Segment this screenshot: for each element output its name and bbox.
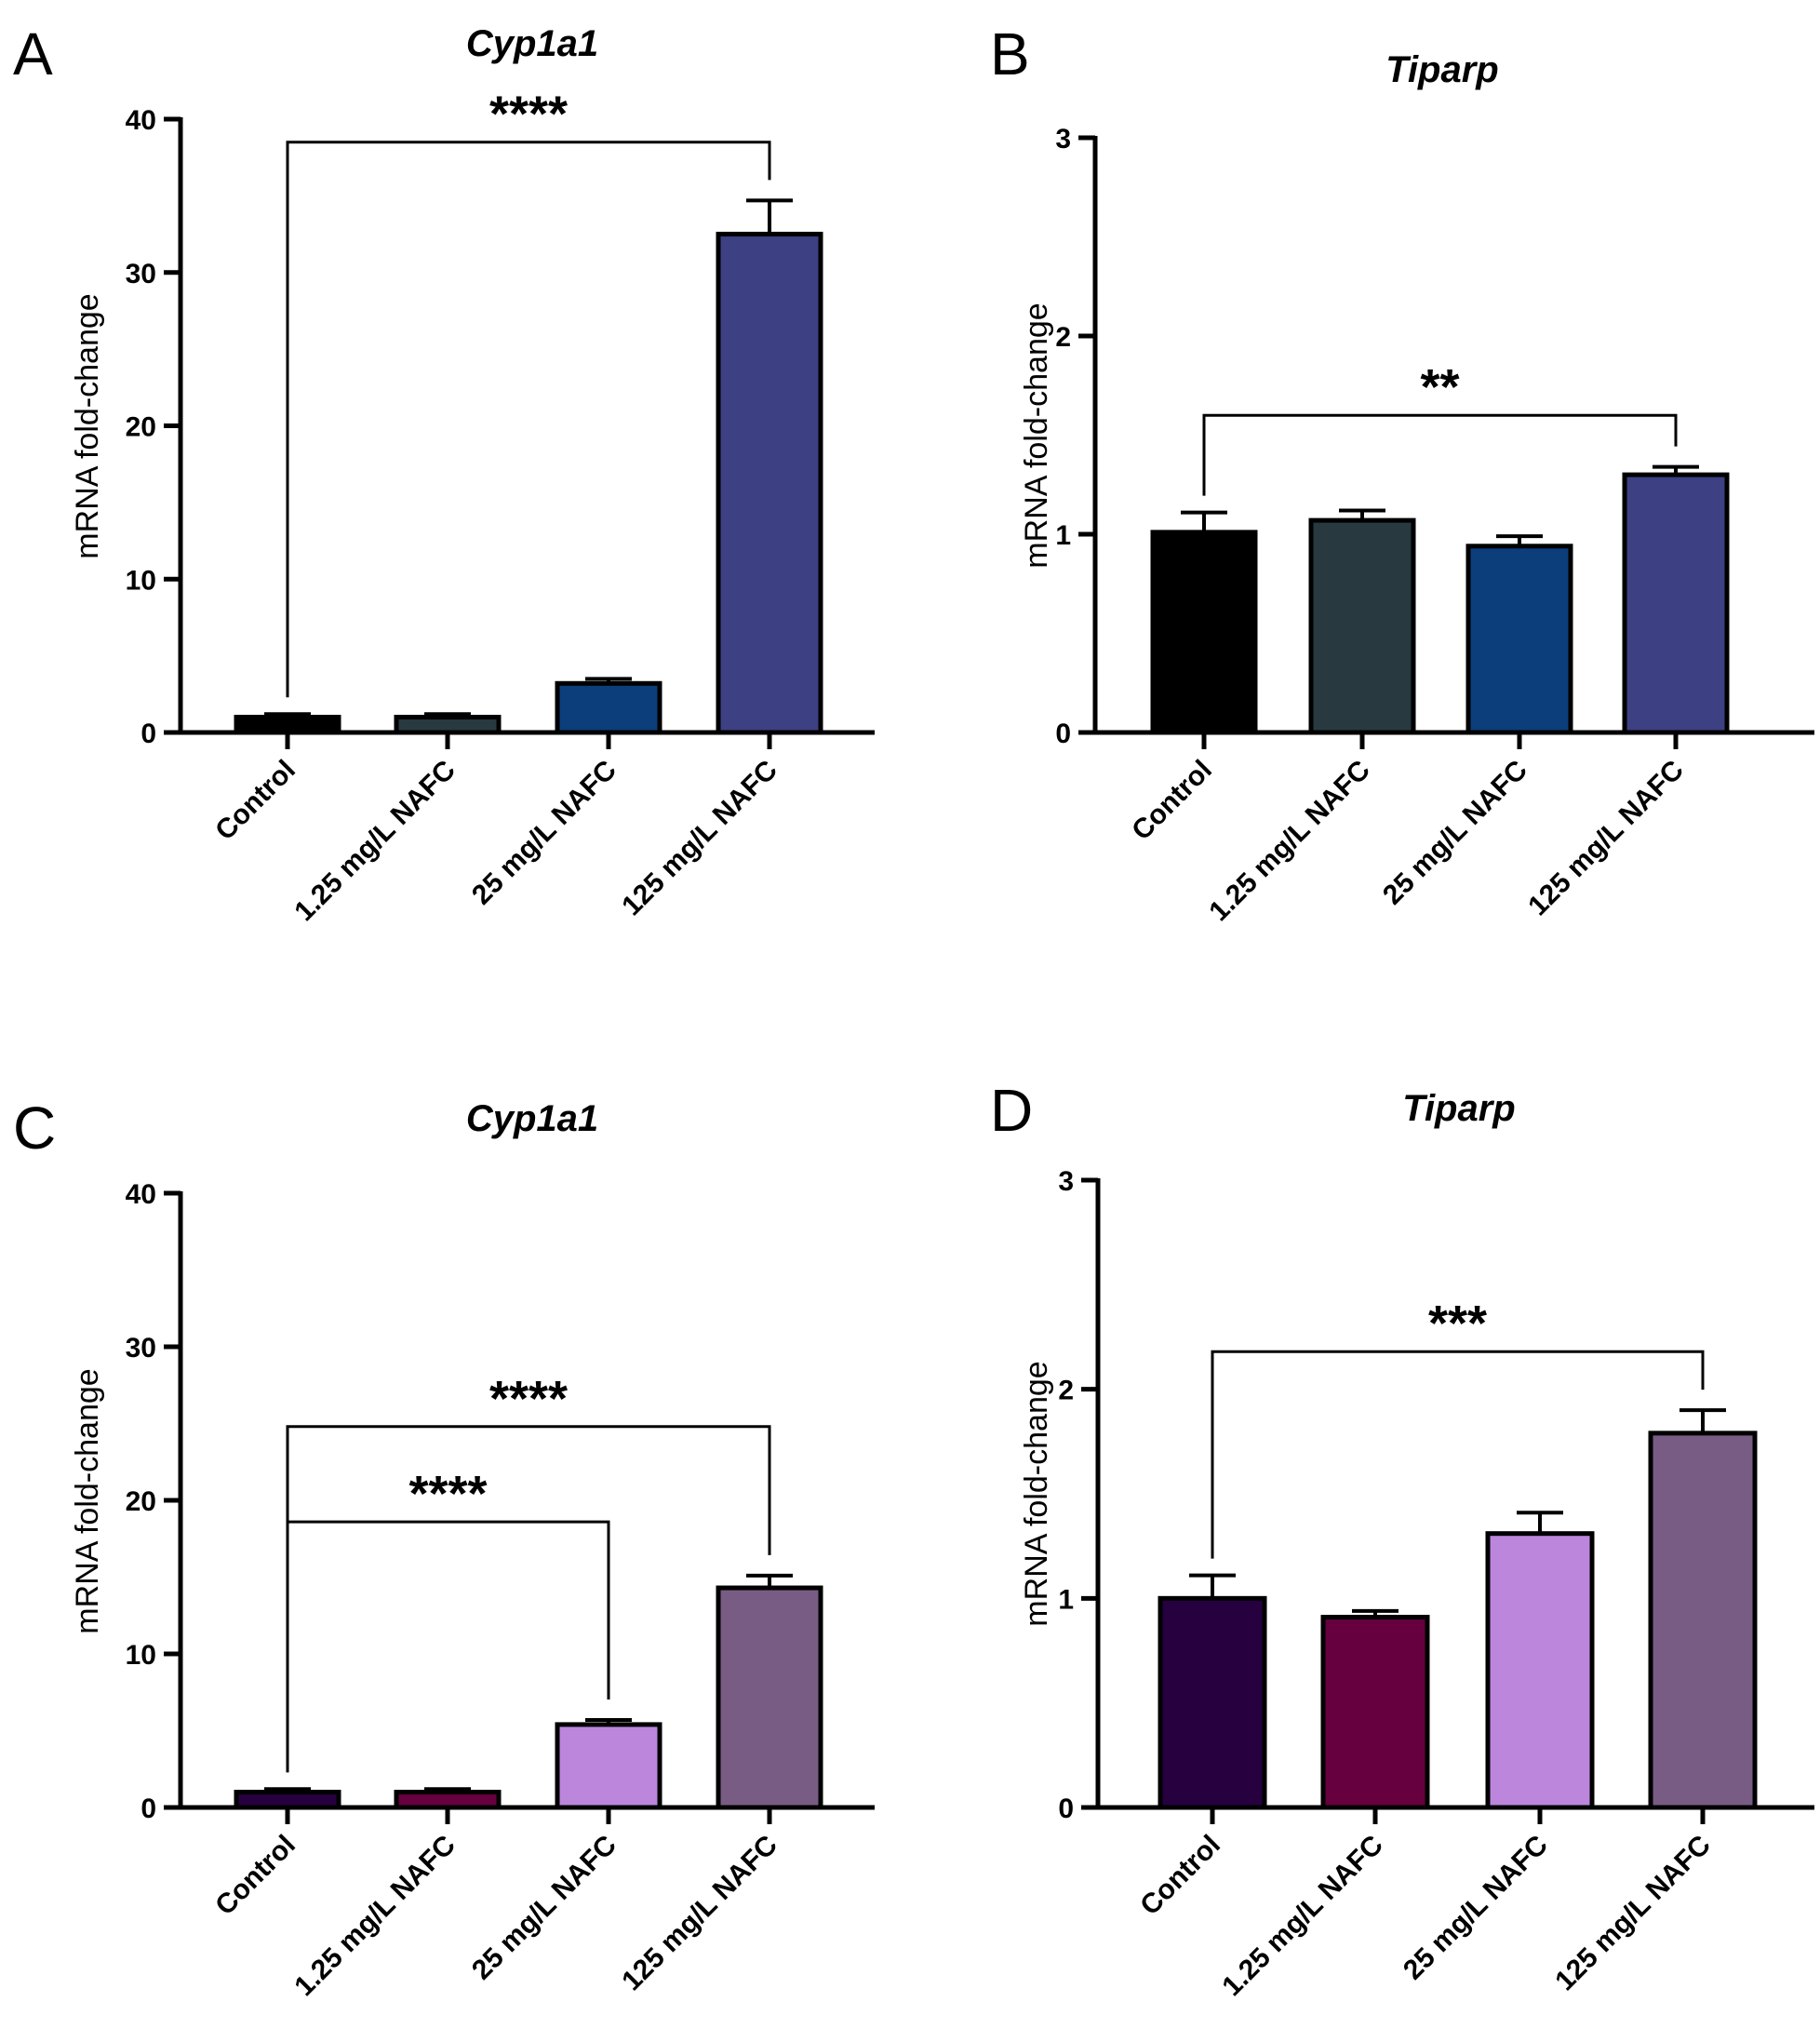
chart-title: Tiparp [1385, 49, 1499, 90]
y-axis-label: mRNA fold-change [1019, 302, 1054, 568]
bar-3 [555, 680, 662, 735]
x-tick-label: 25 mg/L NAFC [466, 755, 622, 911]
y-axis-label: mRNA fold-change [70, 293, 105, 558]
chart-title: Tiparp [1402, 1088, 1516, 1129]
y-tick-label: 10 [126, 565, 156, 596]
y-tick-label: 30 [126, 259, 156, 289]
y-axis-label: mRNA fold-change [70, 1368, 105, 1633]
y-tick-label: 0 [1055, 719, 1071, 749]
significance-bracket [286, 1425, 771, 1773]
bar-1 [1150, 530, 1258, 735]
y-tick-label: 40 [126, 1179, 156, 1210]
x-tick-label: Control [209, 755, 301, 847]
x-tick-label: 25 mg/L NAFC [466, 1830, 622, 1986]
bar-2 [1320, 1615, 1430, 1810]
significance-label: **** [408, 1466, 487, 1522]
panel-letter: C [13, 1095, 56, 1162]
chart-title: Cyp1a1 [466, 1098, 598, 1139]
bar-3 [1485, 1531, 1595, 1810]
x-tick-label: 25 mg/L NAFC [1377, 755, 1533, 911]
panel-letter: A [13, 20, 53, 87]
x-tick-label: Control [1134, 1830, 1226, 1922]
y-tick-label: 30 [126, 1333, 156, 1364]
x-tick-label: 25 mg/L NAFC [1398, 1830, 1554, 1986]
bar-1 [1158, 1595, 1267, 1810]
x-tick-label: 125 mg/L NAFC [616, 755, 783, 922]
bar-3 [1465, 544, 1573, 735]
bar-4 [716, 232, 823, 735]
y-tick-label: 3 [1055, 124, 1071, 154]
bar-3 [555, 1722, 662, 1810]
x-tick-label: 125 mg/L NAFC [1549, 1830, 1717, 1997]
x-tick-label: 1.25 mg/L NAFC [288, 755, 462, 928]
y-tick-label: 10 [126, 1640, 156, 1671]
significance-label: **** [489, 1371, 568, 1427]
y-tick-label: 0 [141, 1793, 156, 1824]
y-tick-label: 1 [1055, 520, 1071, 551]
significance-bracket [1211, 1350, 1705, 1559]
bar-4 [716, 1585, 823, 1810]
x-tick-label: Control [1126, 755, 1218, 847]
x-tick-label: Control [209, 1830, 301, 1922]
y-tick-label: 1 [1058, 1584, 1074, 1615]
x-tick-label: 125 mg/L NAFC [1522, 755, 1690, 922]
y-tick-label: 20 [126, 412, 156, 443]
chart-title: Cyp1a1 [466, 23, 598, 64]
bar-4 [1648, 1431, 1758, 1810]
x-tick-label: 125 mg/L NAFC [616, 1830, 783, 1997]
panel-letter: D [990, 1077, 1033, 1144]
y-tick-label: 40 [126, 105, 156, 136]
y-tick-label: 0 [141, 719, 156, 749]
significance-label: ** [1420, 359, 1459, 415]
y-axis-label: mRNA fold-change [1019, 1361, 1054, 1626]
bar-2 [1308, 517, 1416, 735]
y-tick-label: 20 [126, 1486, 156, 1517]
y-tick-label: 3 [1058, 1166, 1074, 1197]
panel-letter: B [990, 20, 1030, 87]
significance-bracket [286, 141, 771, 698]
significance-bracket [1202, 413, 1678, 496]
significance-label: **** [489, 87, 568, 142]
y-tick-label: 0 [1058, 1793, 1074, 1824]
x-tick-label: 1.25 mg/L NAFC [288, 1830, 462, 2003]
x-tick-label: 1.25 mg/L NAFC [1203, 755, 1376, 928]
significance-label: *** [1428, 1296, 1487, 1351]
bar-4 [1622, 472, 1730, 735]
x-tick-label: 1.25 mg/L NAFC [1216, 1830, 1389, 2003]
y-tick-label: 2 [1055, 322, 1071, 353]
y-tick-label: 2 [1058, 1376, 1074, 1406]
